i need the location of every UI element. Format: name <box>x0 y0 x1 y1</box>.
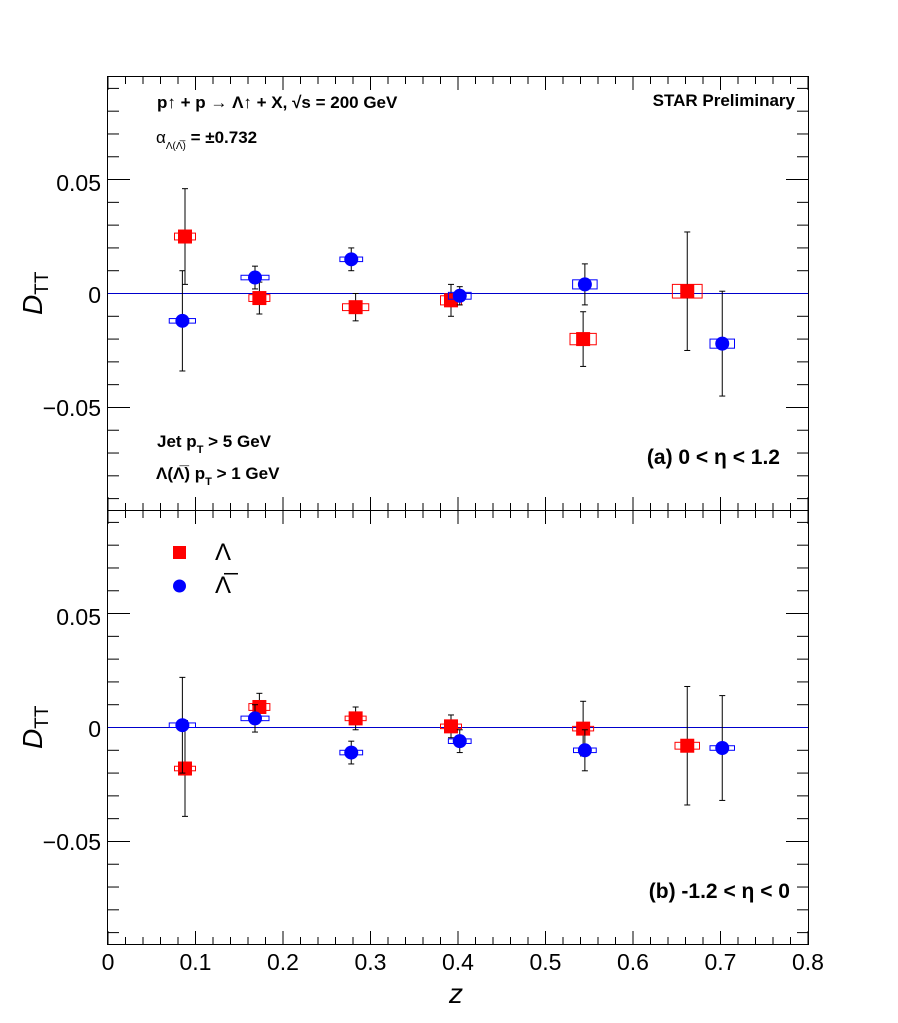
x-tick-label: 0.6 <box>617 949 649 975</box>
antilambda-point <box>175 718 190 733</box>
lambda-point <box>252 291 267 306</box>
antilambda-point <box>715 741 730 756</box>
panel-a-marks <box>168 188 735 397</box>
panel-b-marks <box>168 676 735 817</box>
panel-b-frame <box>107 510 809 945</box>
lambda-point <box>680 738 695 753</box>
x-tick-label: 0.2 <box>267 949 299 975</box>
panel-b-ytick-label: −0.05 <box>43 829 101 855</box>
panel-a-ytick-label: 0 <box>88 282 101 308</box>
x-tick-label: 0.8 <box>792 949 824 975</box>
x-tick-label: 0.1 <box>180 949 212 975</box>
antilambda-point <box>577 277 592 292</box>
panel-a-region-label: (a) 0 < η < 1.2 <box>647 446 780 469</box>
experiment-label: STAR Preliminary <box>653 91 796 110</box>
panel-b-ytick-label: 0 <box>88 716 101 742</box>
antilambda-point <box>577 743 592 758</box>
lambda-point <box>252 699 267 714</box>
x-tick-label: 0.4 <box>442 949 474 975</box>
lambda-point <box>348 300 363 315</box>
legend-lambda-marker <box>173 546 186 559</box>
x-axis-label: z <box>448 978 463 1009</box>
x-tick-label: 0.7 <box>705 949 737 975</box>
lambda-point <box>178 761 192 776</box>
x-tick-labels: 0 0.1 0.2 0.3 0.4 0.5 0.6 0.7 0.8 <box>102 949 824 975</box>
antilambda-point <box>344 252 359 267</box>
legend-antilambda-marker <box>173 579 186 593</box>
panel-a-ticks <box>107 77 809 510</box>
antilambda-point <box>452 734 467 749</box>
x-tick-label: 0.5 <box>530 949 562 975</box>
x-tick-label: 0.3 <box>355 949 387 975</box>
antilambda-point <box>175 313 190 328</box>
lambda-point <box>576 721 591 736</box>
antilambda-point <box>452 288 467 303</box>
alpha-label: αΛ(Λ̅) = ±0.732 <box>156 128 257 152</box>
panel-a: 0.05 0 −0.05 DTT p↑ + p → Λ↑ + X, √s = 2… <box>17 76 809 511</box>
jet-cut-label: Jet pT > 5 GeV <box>157 432 272 456</box>
antilambda-point <box>344 745 359 760</box>
panel-b: 0.05 0 −0.05 DTT 0 0.1 0.2 0.3 0.4 0.5 0.6 0.7 0… <box>17 510 824 1009</box>
panel-b-ylabel: DTT <box>17 705 53 749</box>
antilambda-point <box>248 270 262 285</box>
lambda-point <box>680 284 695 299</box>
antilambda-point <box>248 711 262 726</box>
lambda-point <box>576 332 591 347</box>
lambda-cut-label: Λ(Λ̅) pT > 1 GeV <box>156 464 280 488</box>
panel-a-ylabel: DTT <box>17 271 53 315</box>
lambda-point <box>348 711 363 726</box>
x-tick-label: 0 <box>102 949 115 975</box>
panel-b-region-label: (b) -1.2 < η < 0 <box>649 880 790 903</box>
lambda-point <box>444 719 458 734</box>
legend-lambda-label: Λ <box>215 539 231 566</box>
antilambda-point <box>715 336 730 351</box>
lambda-point <box>178 229 192 244</box>
process-label: p↑ + p → Λ↑ + X, √s = 200 GeV <box>157 93 398 112</box>
panel-a-ytick-label: 0.05 <box>56 170 101 196</box>
panel-a-ytick-label: −0.05 <box>43 395 101 421</box>
panel-b-ytick-label: 0.05 <box>56 604 101 630</box>
